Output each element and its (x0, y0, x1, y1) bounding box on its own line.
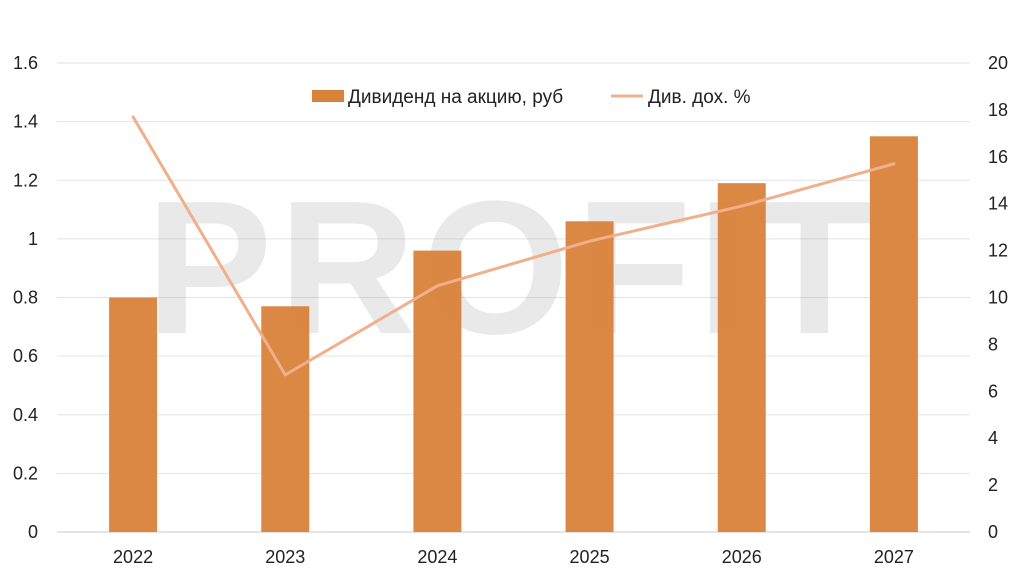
right-tick-label: 20 (988, 53, 1008, 73)
right-tick-label: 4 (988, 428, 998, 448)
bar (109, 297, 158, 532)
right-axis: 0 2 4 6 8 10 12 14 16 18 20 (988, 53, 1008, 542)
x-axis: 2022 2023 2024 2025 2026 2027 (113, 547, 914, 567)
left-tick-label: 0.4 (13, 405, 38, 425)
legend-swatch-bar (312, 90, 344, 102)
x-tick-label: 2022 (113, 547, 153, 567)
legend: Дивиденд на акцию, руб Див. дох. % (312, 87, 751, 108)
bar-series (109, 136, 918, 532)
bar (261, 306, 310, 532)
bar (717, 183, 766, 532)
right-tick-label: 2 (988, 475, 998, 495)
left-axis: 0 0.2 0.4 0.6 0.8 1 1.2 1.4 1.6 (13, 53, 38, 542)
right-tick-label: 8 (988, 334, 998, 354)
left-tick-label: 0.6 (13, 346, 38, 366)
yield-line (131, 115, 896, 377)
right-tick-label: 10 (988, 288, 1008, 308)
right-tick-label: 12 (988, 241, 1008, 261)
x-tick-label: 2023 (265, 547, 305, 567)
bar (565, 221, 614, 532)
left-tick-label: 0.8 (13, 288, 38, 308)
line-series (131, 115, 896, 377)
left-tick-label: 0 (28, 522, 38, 542)
watermark-text: PROFIT (146, 162, 879, 374)
legend-label-line: Див. дох. % (648, 87, 751, 108)
left-tick-label: 0.2 (13, 463, 38, 483)
right-tick-label: 14 (988, 194, 1008, 214)
x-tick-label: 2027 (874, 547, 914, 567)
right-tick-label: 0 (988, 522, 998, 542)
left-tick-label: 1 (28, 229, 38, 249)
legend-label-bar: Дивиденд на акцию, руб (348, 87, 563, 108)
left-tick-label: 1.6 (13, 53, 38, 73)
gridlines (57, 62, 970, 533)
left-tick-label: 1.2 (13, 170, 38, 190)
right-tick-label: 16 (988, 147, 1008, 167)
x-tick-label: 2025 (570, 547, 610, 567)
x-tick-label: 2024 (417, 547, 457, 567)
right-tick-label: 18 (988, 100, 1008, 120)
left-tick-label: 1.4 (13, 112, 38, 132)
x-tick-label: 2026 (722, 547, 762, 567)
bar (413, 250, 462, 532)
right-tick-label: 6 (988, 381, 998, 401)
bar (869, 136, 918, 532)
